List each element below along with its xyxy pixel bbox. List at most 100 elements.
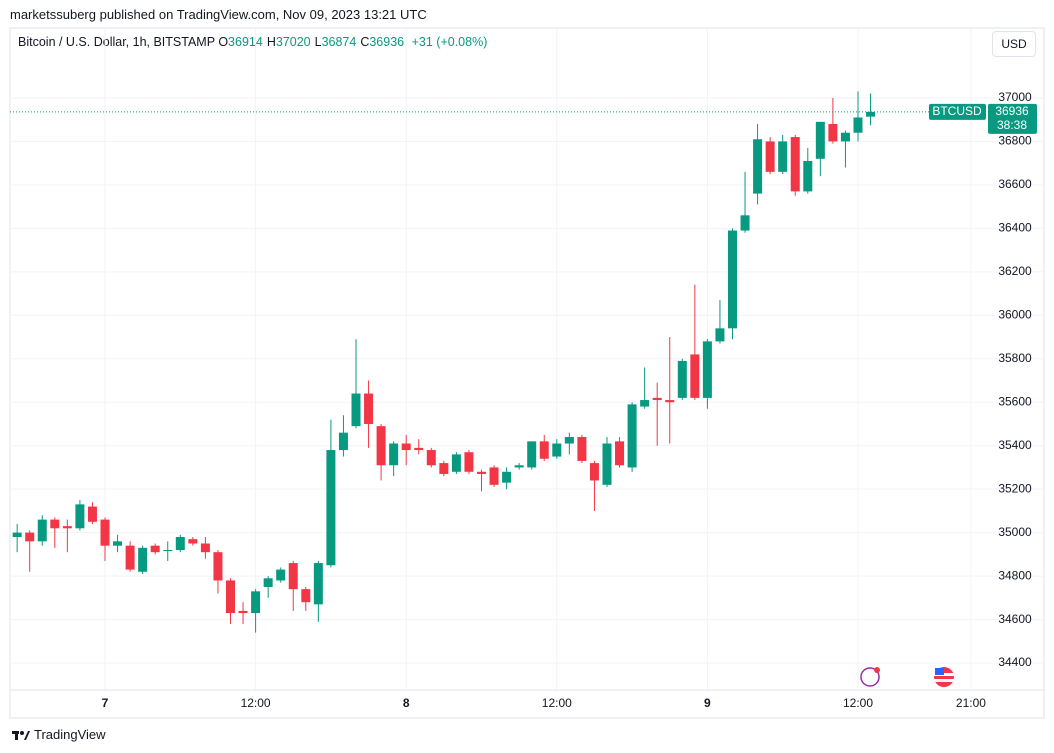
candle-body [765,141,775,172]
candle-body [727,230,737,329]
candle-body [778,141,788,172]
x-tick-label: 7 [102,696,109,710]
candle-body [313,563,323,605]
candle-body [276,569,286,581]
candle-body [489,467,499,485]
candle-body [326,450,336,566]
published-line: marketssuberg published on TradingView.c… [10,7,427,22]
candle-body [200,543,210,553]
symbol-tag [929,103,986,120]
ohlc-key: O [218,35,229,49]
candle-body [790,137,800,192]
y-tick-label: 36000 [998,307,1032,321]
candle-body [225,580,235,614]
x-tick-label: 21:00 [956,696,986,710]
legend: Bitcoin / U.S. Dollar, 1h, BITSTAMP O 369… [18,35,491,49]
candle-body [213,552,223,581]
ohlc-key: L [314,35,322,49]
grid [10,28,1044,690]
flag-icon [934,667,954,687]
candle-body [527,441,537,468]
candle-body [125,545,135,570]
y-tick-label: 35400 [998,438,1032,452]
candle-body [866,111,876,117]
y-tick-label: 37000 [998,90,1032,104]
candle-body [75,504,85,529]
ohlc-key: C [360,35,370,49]
candle-body [62,526,72,529]
x-tick-label: 12:00 [542,696,572,710]
candle-body [464,452,474,472]
candle-body [188,539,198,544]
ohlc-value: 36936 [369,35,405,49]
candle-body [401,443,411,451]
currency-button[interactable]: USD [992,31,1036,57]
candle-body [539,441,549,459]
candle-body [263,578,273,587]
candle-body [25,532,35,542]
y-tick-label: 34400 [998,655,1032,669]
y-tick-label: 36200 [998,264,1032,278]
candle-body [502,471,512,483]
candle-body [12,532,22,537]
candle-body [37,519,47,542]
y-tick-label: 35800 [998,351,1032,365]
candle-body [740,215,750,231]
candle-body [753,139,763,194]
candle-body [338,432,348,451]
symbol-tag-label: BTCUSD [932,104,982,118]
candle-body [251,591,261,614]
ohlc-value: 36874 [321,35,357,49]
ohlc-key: H [266,35,276,49]
candle-body [163,550,173,552]
y-tick-label: 35200 [998,481,1032,495]
y-tick-label: 35000 [998,525,1032,539]
footer: TradingView [12,727,106,742]
candle-body [238,610,248,614]
candle-body [702,341,712,398]
candle-body [552,443,562,457]
candle-body [301,589,311,603]
candle-body [451,454,461,472]
y-tick-label: 36600 [998,177,1032,191]
change: +31 (+0.08%) [411,35,488,49]
candle-body [138,547,148,572]
price-tag-value: 36936 [995,104,1029,118]
candle-body [476,471,486,474]
candle-body [589,463,599,481]
candle-body [577,437,587,461]
ohlc-value: 37020 [275,35,311,49]
y-tick-label: 36800 [998,134,1032,148]
candle-body [288,563,298,590]
candle-body [426,450,436,466]
candle-body [828,124,838,142]
candle-body [175,536,185,551]
price-tag [988,103,1037,134]
candle-body [627,404,637,468]
x-tick-label: 9 [704,696,711,710]
price-tag-countdown: 38:38 [997,118,1027,132]
candle-body [439,463,449,474]
footer-logo [12,730,30,740]
x-tick-label: 8 [403,696,410,710]
candle-body [665,400,675,403]
chart-frame [9,27,1045,719]
candle-body [150,545,160,553]
x-tick-label: 12:00 [241,696,271,710]
candle-body [690,354,700,398]
footer-brand: TradingView [34,727,106,742]
candle-body [815,121,825,159]
symbol-title: Bitcoin / U.S. Dollar, 1h, BITSTAMP [18,35,215,49]
candle-body [840,132,850,142]
candle-body [514,465,524,468]
candle-body [853,117,863,133]
candle-body [615,441,625,466]
candle-body [602,443,612,485]
candle-body [640,400,650,407]
candle-body [715,328,725,342]
y-tick-label: 36400 [998,221,1032,235]
candle-body [389,443,399,466]
candle-body [50,519,60,529]
candle-body [564,437,574,444]
